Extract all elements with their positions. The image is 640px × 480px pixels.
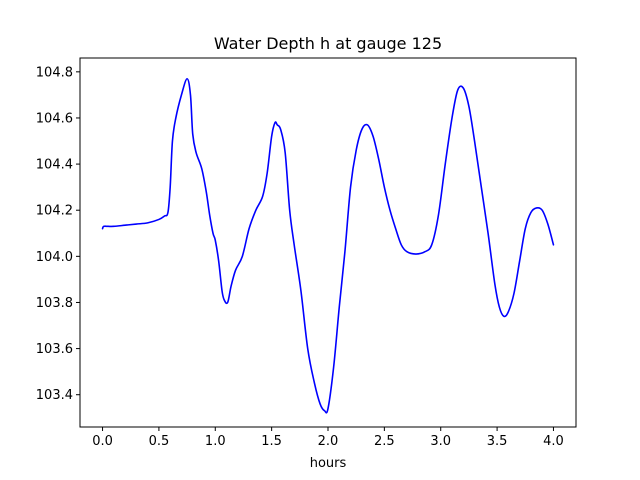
plot-area — [79, 57, 577, 428]
series-line — [101, 77, 555, 414]
x-tick-label: 1.0 — [205, 434, 226, 449]
x-tick-label: 0.5 — [149, 434, 170, 449]
y-tick-label: 103.6 — [36, 342, 73, 357]
x-axis-label: hours — [310, 456, 347, 471]
x-tick-label: 4.0 — [543, 434, 564, 449]
y-tick-label: 104.2 — [36, 204, 73, 219]
y-axis: 103.4 103.6 103.8 104.0 104.2 104.4 104.6 104.8 — [36, 65, 80, 403]
x-tick-label: 0.0 — [92, 434, 113, 449]
y-tick-label: 104.0 — [36, 250, 73, 265]
y-tick-label: 103.4 — [36, 388, 73, 403]
x-tick-label: 1.5 — [261, 434, 282, 449]
x-tick-label: 3.0 — [430, 434, 451, 449]
y-tick-label: 104.6 — [36, 111, 73, 126]
x-axis: 0.0 0.5 1.0 1.5 2.0 2.5 3.0 3.5 4.0 — [92, 427, 564, 449]
x-tick-label: 2.0 — [318, 434, 339, 449]
y-tick-label: 104.4 — [36, 158, 73, 173]
x-tick-label: 3.5 — [487, 434, 508, 449]
chart-title: Water Depth h at gauge 125 — [214, 34, 442, 53]
x-tick-label: 2.5 — [374, 434, 395, 449]
y-tick-label: 104.8 — [36, 65, 73, 80]
y-tick-label: 103.8 — [36, 296, 73, 311]
